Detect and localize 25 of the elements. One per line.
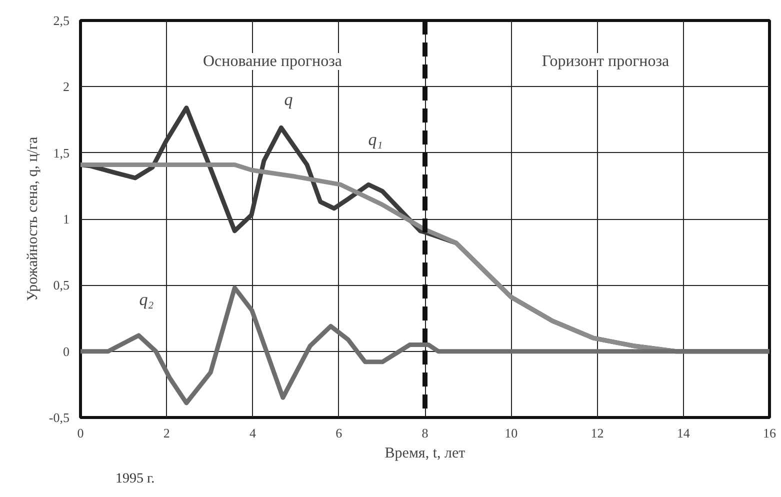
annotation: q₁ xyxy=(368,130,383,149)
line-series xyxy=(80,286,770,406)
y-tick-label: 1,5 xyxy=(53,145,70,160)
annotation: Основание прогноза xyxy=(203,53,342,70)
y-tick-label: 2 xyxy=(63,79,70,94)
x-tick-label: 16 xyxy=(763,426,776,440)
x-axis-title: Время, t, лет xyxy=(384,446,466,462)
annotation: q₂ xyxy=(139,290,154,309)
x-tick-label: 0 xyxy=(77,426,84,440)
x-tick-label: 2 xyxy=(163,426,170,440)
x-tick-label: 4 xyxy=(250,426,256,440)
x-tick-label: 8 xyxy=(422,426,428,440)
x-tick-label: 12 xyxy=(590,426,604,440)
y-tick-label: 0,5 xyxy=(53,278,70,293)
y-tick-label: 1 xyxy=(63,212,70,226)
annotation: q xyxy=(284,90,294,109)
annotation: Горизонт прогноза xyxy=(542,53,670,70)
y-tick-label: 2,5 xyxy=(53,13,70,28)
y-tick-label: 0 xyxy=(63,344,70,359)
y-tick-label: -0,5 xyxy=(48,410,70,425)
x-tick-label: 6 xyxy=(336,426,343,440)
text: 1995 г. xyxy=(116,472,155,486)
x-tick-label: 14 xyxy=(676,426,690,440)
x-tick-label: 10 xyxy=(504,426,518,440)
y-axis-title: Урожайность сена, q, ц/га xyxy=(24,136,41,302)
